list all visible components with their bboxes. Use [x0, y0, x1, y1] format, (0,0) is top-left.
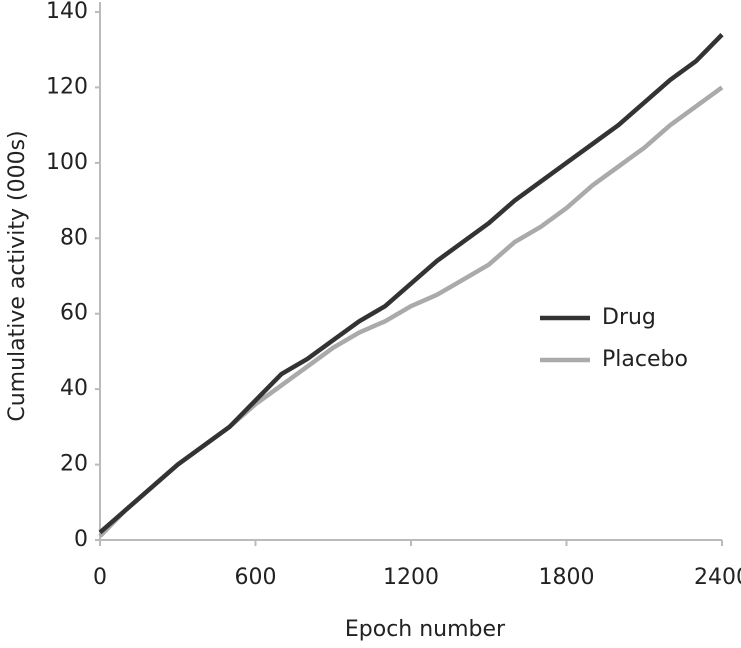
y-tick-label: 100: [46, 150, 88, 175]
y-tick-label: 20: [60, 452, 88, 477]
legend-label: Placebo: [602, 347, 688, 372]
x-tick-label: 1200: [383, 565, 439, 590]
y-tick-label: 40: [60, 376, 88, 401]
y-axis-label: Cumulative activity (000s): [5, 130, 30, 421]
y-tick-label: 140: [46, 0, 88, 24]
data-line: [98, 33, 724, 535]
legend-label: Drug: [602, 305, 656, 330]
y-tick-label: 80: [60, 225, 88, 250]
x-tick-label: 600: [235, 565, 277, 590]
y-tick-label: 120: [46, 74, 88, 99]
y-tick-label: 0: [74, 527, 88, 552]
y-tick-label: 60: [60, 301, 88, 326]
x-tick-label: 2400: [694, 565, 741, 590]
x-axis-label: Epoch number: [345, 617, 506, 642]
x-tick-label: 1800: [539, 565, 595, 590]
x-tick-label: 0: [93, 565, 107, 590]
